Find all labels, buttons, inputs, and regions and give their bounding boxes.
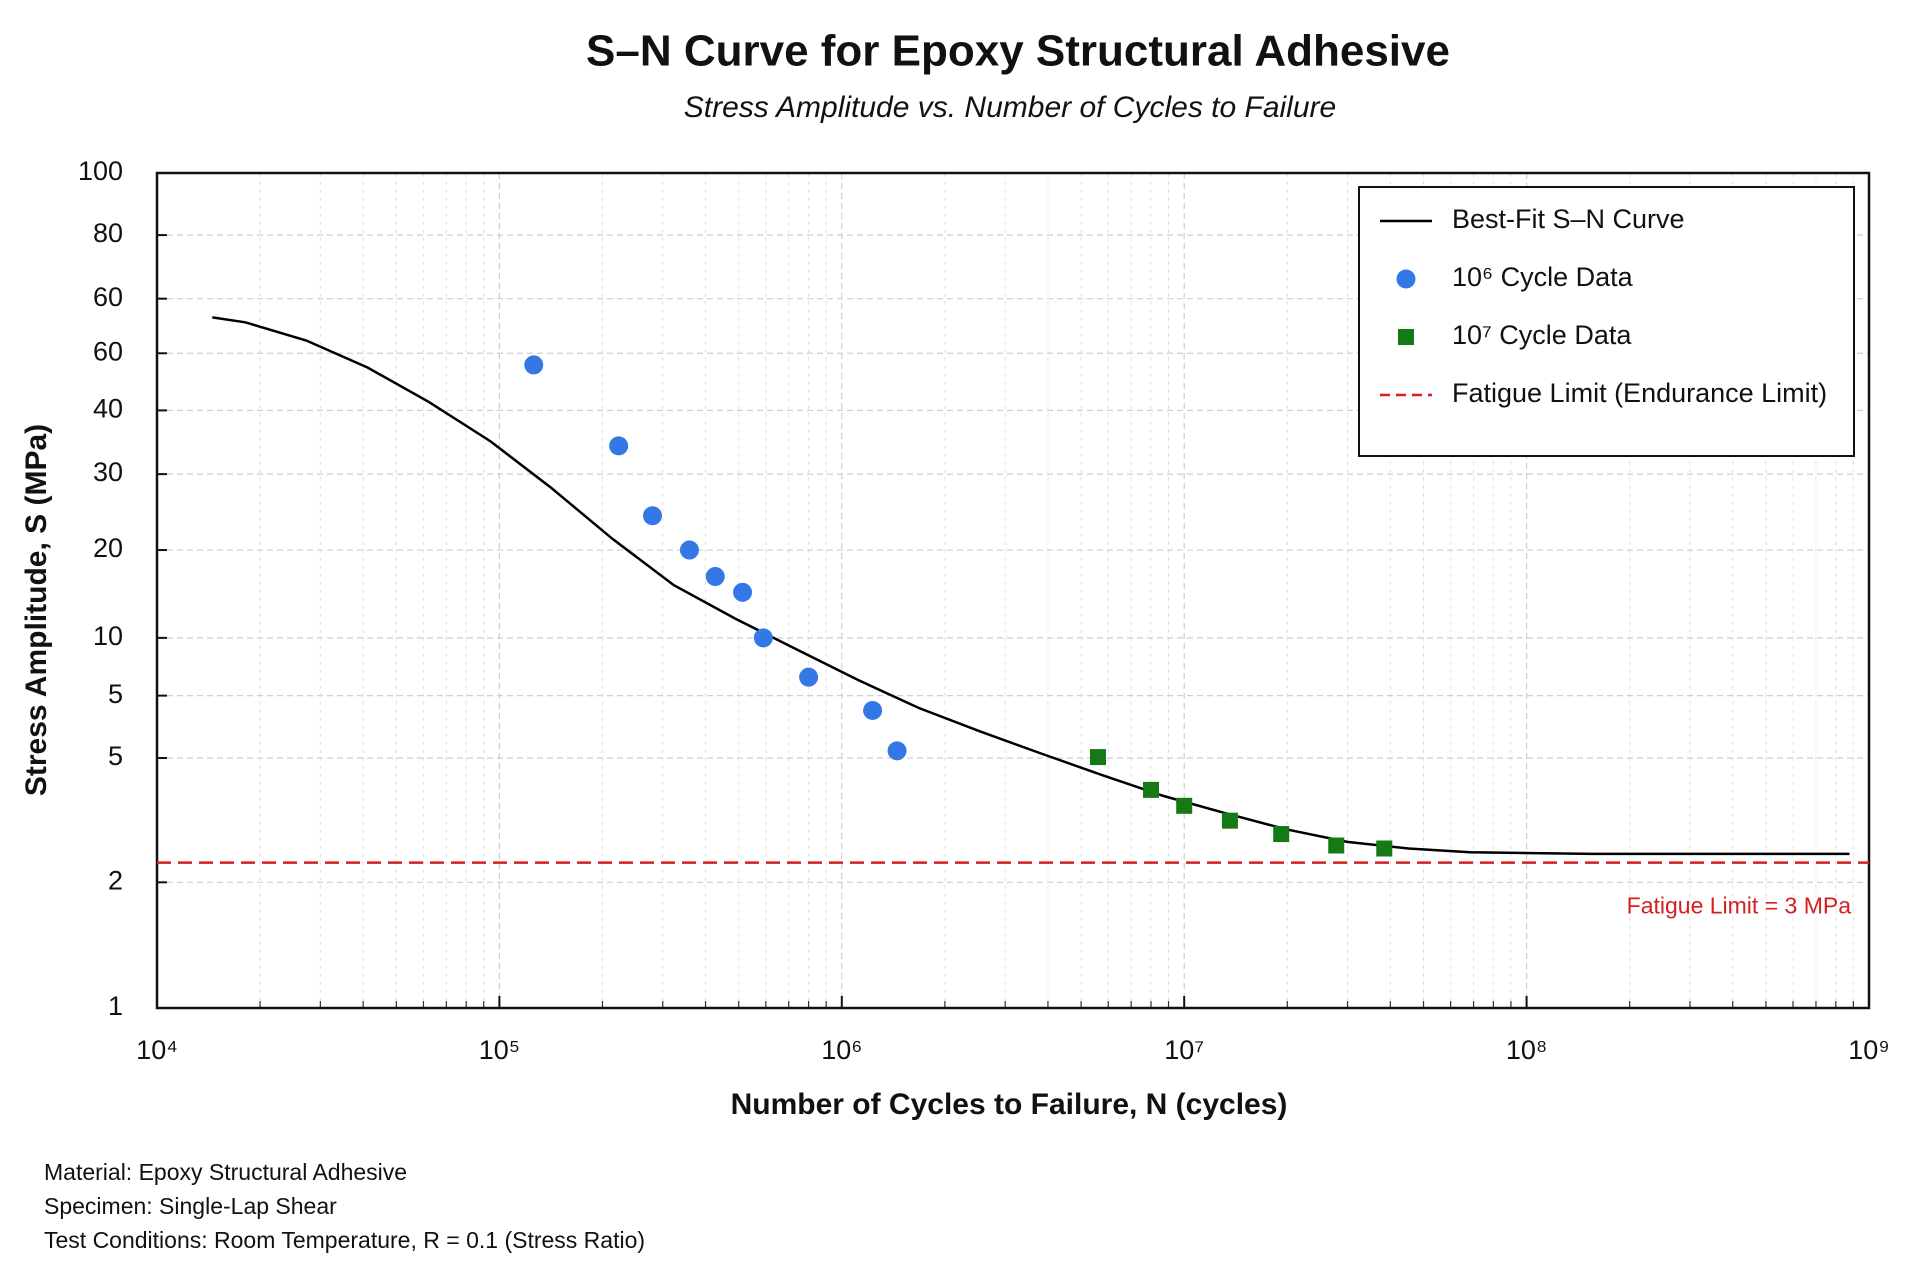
x-tick-label: 10⁴ [136,1035,178,1065]
data-point [1376,840,1393,857]
data-point [1221,812,1238,829]
data-point [887,741,907,761]
data-point [1328,837,1345,854]
chart-title: S–N Curve for Epoxy Structural Adhesive [586,27,1450,76]
x-tick-label: 10⁹ [1848,1035,1890,1065]
x-axis-label: Number of Cycles to Failure, N (cycles) [731,1088,1288,1121]
legend-marker [1398,329,1414,345]
y-axis-label: Stress Amplitude, S (MPa) [20,424,53,796]
y-tick-label: 30 [93,457,123,487]
y-tick-label: 20 [93,533,123,563]
data-point [753,628,773,648]
y-tick-label: 40 [93,394,123,424]
x-tick-label: 10⁵ [479,1035,520,1065]
curve [212,316,1850,856]
data-point [524,355,544,375]
data-point [1176,797,1193,814]
note: Specimen: Single-Lap Shear [44,1193,337,1219]
legend-label: 10⁷ Cycle Data [1452,320,1632,350]
note: Material: Epoxy Structural Adhesive [44,1159,407,1185]
legend-label: Best-Fit S–N Curve [1452,204,1685,234]
data-point [733,582,753,602]
x-tick-label: 10⁷ [1164,1035,1204,1065]
y-tick-label: 10 [93,621,123,651]
chart-subtitle: Stress Amplitude vs. Number of Cycles to… [684,91,1336,124]
x-tick-label: 10⁶ [821,1035,862,1065]
y-tick-label: 2 [108,865,123,895]
data-point [705,567,725,587]
plot-frame [155,171,1871,1010]
legend-label: Fatigue Limit (Endurance Limit) [1452,378,1827,408]
data-point [1273,826,1290,843]
annotation: Fatigue Limit = 3 MPa [1627,893,1852,919]
y-tick-label: 60 [93,336,123,366]
y-tick-label: 5 [108,741,123,771]
data-point [1089,749,1106,766]
legend-marker [1396,269,1416,289]
data-point [863,700,883,720]
x-tick-label: 10⁸ [1506,1035,1547,1065]
data-point [609,436,629,456]
legend-label: 10⁶ Cycle Data [1452,262,1634,292]
legend-box [1358,186,1855,457]
data-point [643,506,663,526]
y-tick-label: 80 [93,218,123,248]
y-tick-label: 5 [108,679,123,709]
note: Test Conditions: Room Temperature, R = 0… [44,1227,645,1253]
y-tick-label: 100 [78,156,123,186]
y-tick-label: 1 [108,991,123,1021]
data-point [1143,781,1160,798]
y-tick-label: 60 [93,282,123,312]
data-point [679,540,699,560]
data-point [799,667,819,687]
